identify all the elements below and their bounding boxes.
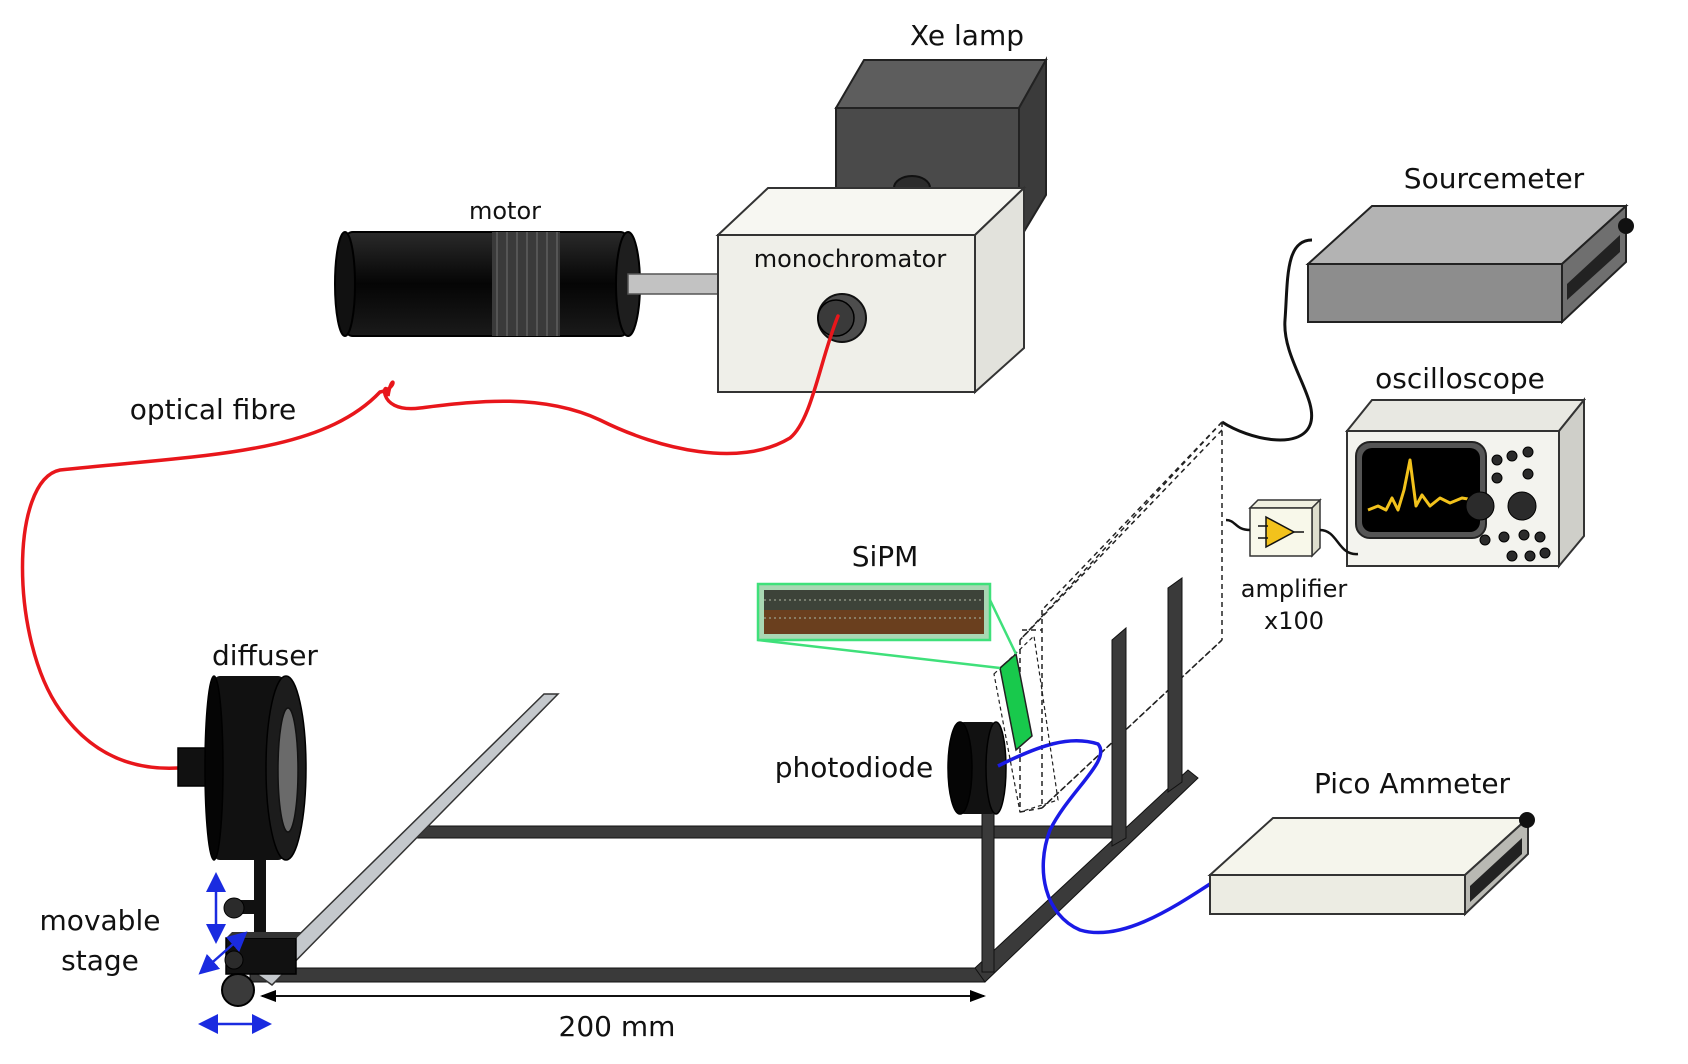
- sourcemeter: [1305, 203, 1634, 325]
- label-motor: motor: [469, 197, 541, 225]
- stage-arrows: [198, 872, 272, 1034]
- dark-box-outline: [1019, 421, 1223, 813]
- motor: [334, 231, 719, 337]
- diffuser: [177, 675, 307, 938]
- label-sipm: SiPM: [852, 540, 919, 573]
- amplifier-input-cable: [1225, 518, 1251, 532]
- label-distance: 200 mm: [559, 1010, 676, 1043]
- label-monochromator: monochromator: [754, 245, 947, 273]
- photodiode-cable: [997, 738, 1211, 935]
- label-xe-lamp: Xe lamp: [910, 19, 1024, 52]
- label-optical-fibre: optical fibre: [130, 393, 296, 426]
- label-stage: stage: [61, 944, 139, 977]
- oscilloscope-trace: [1367, 458, 1475, 512]
- optical-bench: [249, 577, 1199, 986]
- label-sourcemeter: Sourcemeter: [1404, 162, 1585, 195]
- label-movable: movable: [40, 904, 161, 937]
- label-photodiode: photodiode: [775, 751, 933, 784]
- oscilloscope: [1344, 397, 1587, 569]
- amplifier-output-cable: [1319, 528, 1359, 556]
- label-amplifier-gain: x100: [1264, 607, 1324, 635]
- pico-ammeter: [1207, 812, 1535, 917]
- photodiode: [947, 721, 1007, 815]
- amplifier: [1248, 498, 1322, 558]
- optical-fibre-cable: [20, 314, 840, 770]
- monochromator-box: [715, 185, 1027, 395]
- label-pico-ammeter: Pico Ammeter: [1314, 767, 1511, 800]
- sipm: [756, 582, 1059, 813]
- label-diffuser: diffuser: [212, 639, 318, 672]
- label-amplifier: amplifier: [1241, 575, 1348, 603]
- label-oscilloscope: oscilloscope: [1375, 362, 1545, 395]
- sourcemeter-cable: [1221, 238, 1314, 442]
